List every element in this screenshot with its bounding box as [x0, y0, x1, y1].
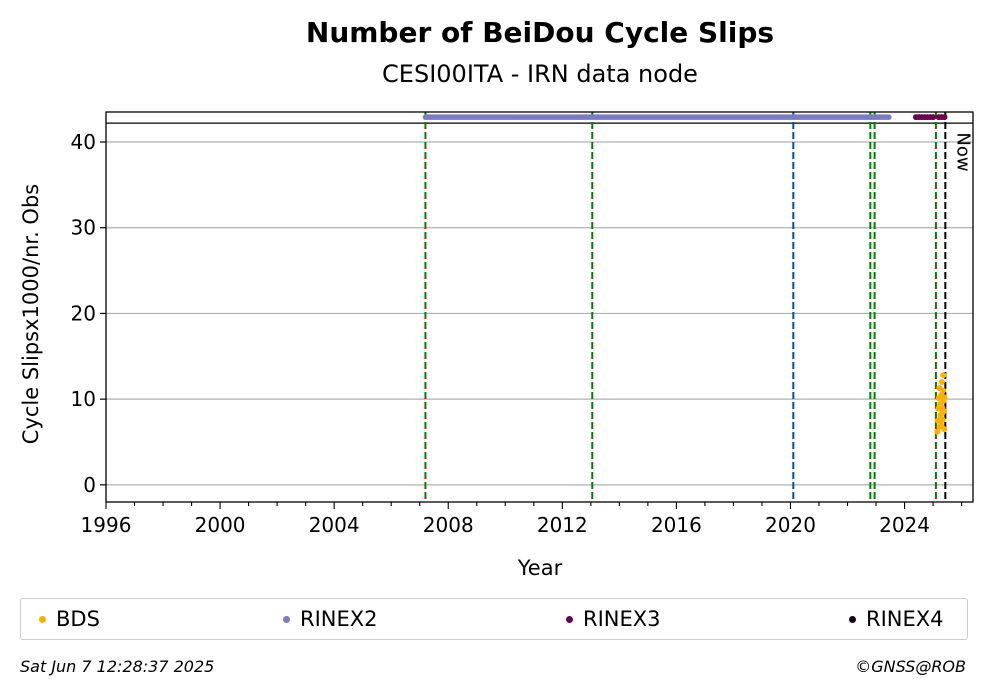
legend-item-bds: BDS	[39, 607, 100, 631]
y-tick-label: 20	[71, 301, 96, 325]
legend-label: BDS	[56, 607, 100, 631]
timestamp: Sat Jun 7 12:28:37 2025	[20, 657, 215, 676]
legend-label: RINEX4	[866, 607, 944, 631]
x-tick-label: 2016	[651, 513, 702, 537]
x-tick-label: 2008	[423, 513, 474, 537]
x-tick-label: 1996	[81, 513, 132, 537]
y-tick-label: 0	[83, 473, 96, 497]
legend-item-rinex4: RINEX4	[849, 607, 944, 631]
x-tick-label: 2020	[765, 513, 816, 537]
bds-marker-icon	[39, 615, 46, 623]
now-label: Now	[952, 132, 973, 171]
plot-frame	[105, 111, 974, 503]
rinex2-marker-icon	[283, 615, 290, 623]
data-point-bds	[940, 387, 947, 394]
chart-title: Number of BeiDou Cycle Slips	[306, 16, 774, 49]
data-point-bds	[940, 408, 947, 415]
data-point-rinex3	[941, 114, 948, 121]
y-axis-label: Cycle Slipsx1000/nr. Obs	[19, 184, 43, 444]
data-point-bds	[941, 426, 948, 433]
data-point-bds	[938, 379, 945, 385]
data-point-bds	[941, 394, 948, 401]
data-point-rinex3	[930, 114, 937, 121]
data-point-bds	[939, 416, 946, 423]
y-tick-label: 10	[71, 387, 96, 411]
credit: ©GNSS@ROB	[855, 657, 966, 676]
legend-label: RINEX3	[583, 607, 661, 631]
rinex3-marker-icon	[566, 615, 573, 623]
x-axis-label: Year	[517, 556, 563, 580]
data-point-bds	[938, 421, 945, 428]
data-point-bds	[940, 372, 947, 379]
chart-subtitle: CESI00ITA - IRN data node	[382, 60, 698, 88]
x-tick-label: 2000	[195, 513, 246, 537]
data-point-bds	[934, 428, 941, 435]
x-tick-label: 2012	[537, 513, 588, 537]
legend: BDS RINEX2 RINEX3 RINEX4	[20, 598, 968, 640]
legend-item-rinex3: RINEX3	[566, 607, 661, 631]
x-tick-label: 2024	[879, 513, 930, 537]
data-point-bds	[934, 417, 941, 424]
plot-area: 0 10 20 30 40 1996 2000 2004 2008 2012 2016 2020 202…	[71, 111, 974, 537]
rinex4-marker-icon	[849, 615, 856, 623]
x-tick-label: 2004	[309, 513, 360, 537]
legend-label: RINEX2	[300, 607, 378, 631]
y-tick-label: 40	[71, 130, 96, 154]
y-tick-label: 30	[71, 216, 96, 240]
legend-item-rinex2: RINEX2	[283, 607, 378, 631]
